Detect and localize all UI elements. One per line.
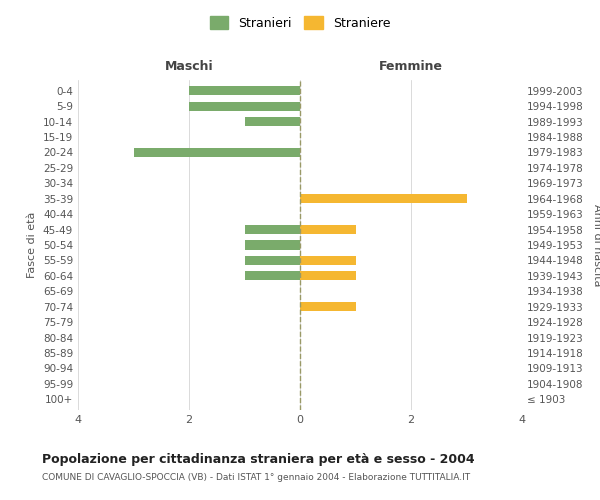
- Bar: [300, 302, 355, 312]
- Bar: [300, 194, 467, 203]
- Text: Maschi: Maschi: [164, 60, 214, 74]
- Bar: [300, 225, 355, 234]
- Bar: [245, 240, 300, 250]
- Text: COMUNE DI CAVAGLIO-SPOCCIA (VB) - Dati ISTAT 1° gennaio 2004 - Elaborazione TUTT: COMUNE DI CAVAGLIO-SPOCCIA (VB) - Dati I…: [42, 472, 470, 482]
- Legend: Stranieri, Straniere: Stranieri, Straniere: [205, 11, 395, 35]
- Bar: [189, 86, 300, 96]
- Y-axis label: Fasce di età: Fasce di età: [28, 212, 37, 278]
- Text: Popolazione per cittadinanza straniera per età e sesso - 2004: Popolazione per cittadinanza straniera p…: [42, 452, 475, 466]
- Text: Femmine: Femmine: [379, 60, 443, 74]
- Bar: [300, 271, 355, 280]
- Bar: [300, 256, 355, 265]
- Bar: [245, 256, 300, 265]
- Bar: [245, 225, 300, 234]
- Bar: [189, 102, 300, 111]
- Bar: [245, 271, 300, 280]
- Bar: [133, 148, 300, 157]
- Bar: [245, 117, 300, 126]
- Y-axis label: Anni di nascita: Anni di nascita: [592, 204, 600, 286]
